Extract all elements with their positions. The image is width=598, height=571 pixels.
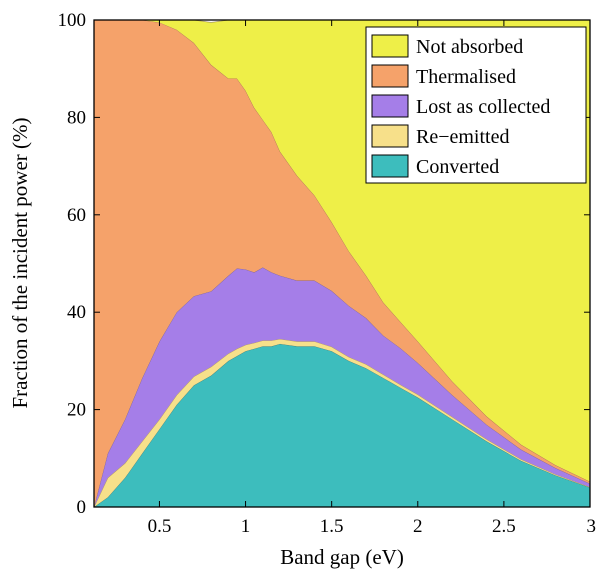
x-tick-label: 1.5	[320, 516, 344, 537]
legend-label-converted: Converted	[416, 156, 499, 178]
legend-label-thermalised: Thermalised	[416, 66, 516, 88]
legend-swatch-re-emitted	[371, 124, 409, 148]
legend-swatch-not-absorbed	[371, 34, 409, 58]
y-axis-title: Fraction of the incident power (%)	[8, 118, 32, 409]
x-tick-label: 0.5	[148, 516, 172, 537]
legend: Not absorbed Thermalised Lost as collected…	[365, 26, 587, 184]
x-axis-title: Band gap (eV)	[280, 545, 404, 569]
legend-label-lost-as-collected: Lost as collected	[416, 96, 550, 118]
legend-swatch-converted	[371, 154, 409, 178]
plot-frame	[93, 19, 591, 508]
x-tick-label: 3	[587, 516, 597, 537]
x-tick-label: 2	[413, 516, 423, 537]
area-thermalised	[94, 20, 590, 507]
legend-label-not-absorbed: Not absorbed	[416, 36, 523, 58]
legend-swatch-lost-as-collected	[371, 94, 409, 118]
area-lost-as-collected	[94, 267, 590, 507]
x-tick-label: 2.5	[492, 516, 516, 537]
y-tick-label: 80	[67, 107, 86, 128]
legend-swatch-thermalised	[371, 64, 409, 88]
area-converted	[94, 343, 590, 507]
x-tick-label: 1	[241, 516, 251, 537]
y-tick-label: 100	[58, 10, 87, 31]
legend-label-re-emitted: Re−emitted	[416, 126, 509, 148]
y-tick-label: 60	[67, 205, 86, 226]
y-tick-label: 40	[67, 302, 86, 323]
axis-ticks: 0.5 1 1.5 2 2.5 3 0 20 40 60 80 100	[58, 10, 597, 537]
y-tick-label: 20	[67, 400, 86, 421]
y-tick-label: 0	[77, 497, 87, 518]
